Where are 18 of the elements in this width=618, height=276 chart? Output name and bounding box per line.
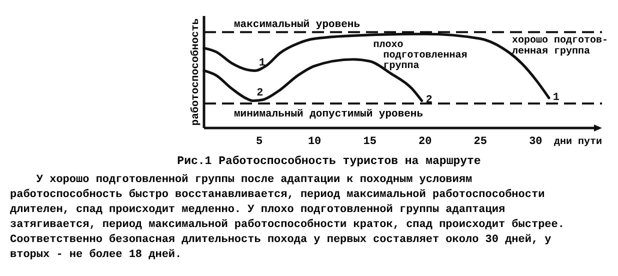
series-label: 1 [258, 58, 266, 70]
y-axis-title: работоспособность [190, 18, 202, 126]
series-label: 2 [256, 88, 264, 100]
text: Рис.1 Работоспособность туристов на маршруте [177, 155, 481, 168]
annotation: плохо подготовленная группа [373, 40, 468, 72]
x-tick-label: 30 [529, 136, 542, 148]
ref-line-label: максимальный уровень [234, 19, 360, 32]
x-tick-label: 5 [256, 136, 263, 148]
x-tick-label: 20 [418, 136, 432, 148]
x-tick-label: 25 [474, 136, 488, 148]
text: У хорошо подготовленной группы после адаптации к походным условиям работоспособность быстро восстанавливается, период максимальной работоспособности длителен, спад происходит медленно. У плохо подготовленной группы адаптация затягивается, период максимальной работоспособности краток, спад происходит быстрее. Соответственно безопасная длительность похода у первых составляет около 30 дней, у вторых - не более 18 дней. [10, 174, 564, 261]
text: 2 [426, 94, 432, 107]
ref-line-label: минимальный допустимый уровень [234, 108, 424, 121]
annotation: хорошо подготов- ленная группа [512, 35, 608, 58]
x-tick-label: 10 [308, 136, 322, 148]
text: 1 [552, 92, 560, 104]
x-tick-label: 15 [363, 136, 377, 148]
x-axis-title: дни пути [554, 137, 602, 148]
